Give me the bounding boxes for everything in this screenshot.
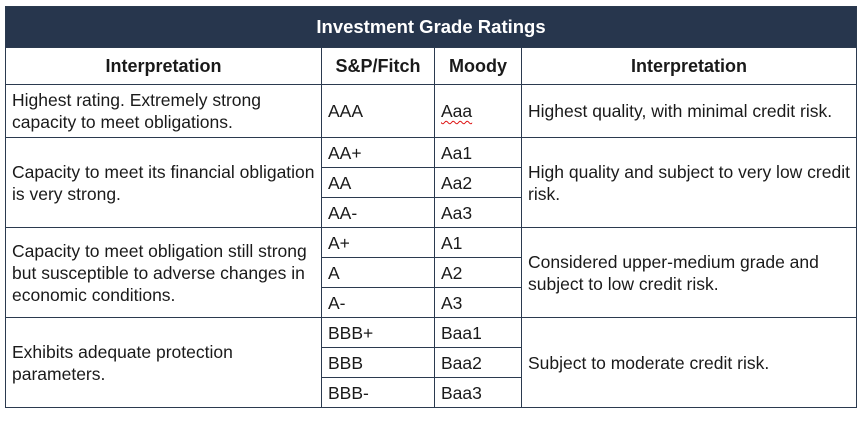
interpretation-cell-right: Subject to moderate credit risk. [520, 317, 858, 408]
table-title: Investment Grade Ratings [4, 6, 858, 48]
table-header-row: Interpretation S&P/Fitch Moody Interpret… [5, 47, 858, 85]
sp-fitch-cell: AAA [321, 84, 435, 138]
table-row: A- A3 [6, 287, 857, 318]
table-row: Capacity to meet its financial obligatio… [5, 137, 858, 228]
table-row: A A2 [6, 257, 857, 288]
moody-cell: Aa2 [434, 167, 522, 198]
table-row: BBB Baa2 [6, 347, 857, 378]
table-row: Exhibits adequate protection parameters.… [5, 317, 858, 408]
sp-fitch-cell: A [321, 257, 435, 288]
investment-grade-ratings-table: Investment Grade Ratings Interpretation … [4, 6, 858, 408]
moody-cell: Aa3 [434, 197, 522, 228]
table-title-row: Investment Grade Ratings [4, 6, 858, 48]
moody-value: Aaa [441, 101, 473, 121]
moody-cell: A3 [434, 287, 522, 318]
table-row: Highest rating. Extremely strong capacit… [5, 84, 858, 138]
moody-cell: Baa3 [434, 377, 522, 408]
table-row: Capacity to meet obligation still strong… [5, 227, 858, 318]
moody-cell: A2 [434, 257, 522, 288]
moody-cell: Aa1 [434, 137, 522, 168]
interpretation-cell-left: Capacity to meet obligation still strong… [5, 227, 322, 318]
table-row: BBB- Baa3 [6, 377, 857, 408]
header-interpretation-left: Interpretation [5, 47, 322, 85]
header-sp-fitch: S&P/Fitch [321, 47, 435, 85]
header-interpretation-right: Interpretation [520, 47, 858, 85]
sp-fitch-cell: BBB+ [321, 317, 435, 348]
sp-fitch-cell: AA [321, 167, 435, 198]
interpretation-cell-right: Highest quality, with minimal credit ris… [520, 84, 858, 138]
table-row: AA Aa2 [6, 167, 857, 198]
moody-cell: A1 [434, 227, 522, 258]
interpretation-cell-left: Exhibits adequate protection parameters. [5, 317, 322, 408]
sp-fitch-cell: AA+ [321, 137, 435, 168]
interpretation-cell-right: High quality and subject to very low cre… [520, 137, 858, 228]
sp-fitch-cell: AA- [321, 197, 435, 228]
moody-cell: Baa1 [434, 317, 522, 348]
table-row: AA- Aa3 [6, 197, 857, 228]
moody-cell: Baa2 [434, 347, 522, 378]
sp-fitch-cell: A+ [321, 227, 435, 258]
sp-fitch-cell: BBB [321, 347, 435, 378]
moody-cell: Aaa [434, 84, 522, 138]
interpretation-cell-left: Capacity to meet its financial obligatio… [5, 137, 322, 228]
interpretation-cell-right: Considered upper-medium grade and subjec… [520, 227, 858, 318]
header-moody: Moody [434, 47, 522, 85]
interpretation-cell-left: Highest rating. Extremely strong capacit… [5, 84, 322, 138]
sp-fitch-cell: BBB- [321, 377, 435, 408]
sp-fitch-cell: A- [321, 287, 435, 318]
